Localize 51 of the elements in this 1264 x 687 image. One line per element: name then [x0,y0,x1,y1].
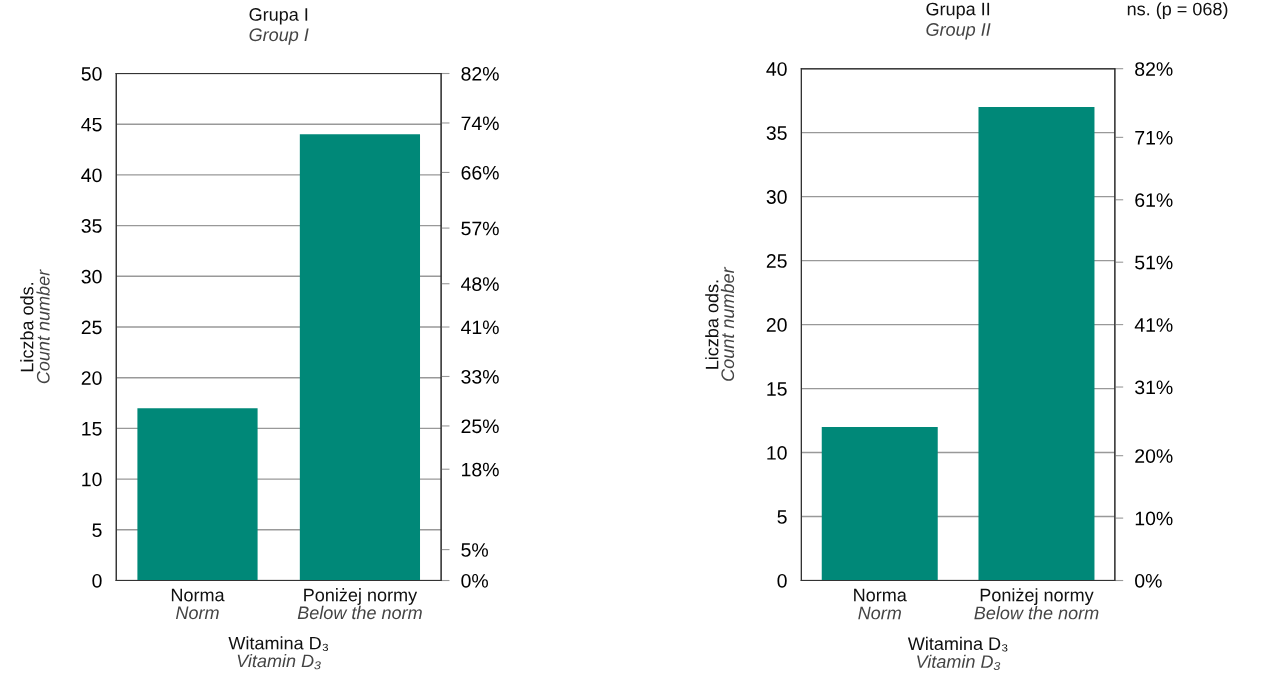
y-tick-label: 50 [81,66,102,81]
y2-tick-label: 41% [1134,318,1173,332]
x-tick-label: Poniżej normy Below the norm [974,588,1099,620]
y2-tick-label: 57% [461,221,499,236]
y2-tick-label: 51% [1135,255,1173,270]
y2-tick-label: 20% [1135,449,1173,463]
y2-tick-label: 74% [461,116,499,131]
y2-tick-label: 48% [461,277,499,291]
y-tick-label: 15 [82,422,102,436]
y2-tick-label: 33% [461,369,499,384]
y2-tick-label: 31% [1135,380,1173,395]
x-axis-title: Witamina D₃ Vitamin D₃ [228,636,329,670]
chart-title: Grupa II Group II [926,2,991,40]
y2-tick-label: 10% [1135,511,1173,526]
y-tick-label: 35 [81,219,102,233]
y2-tick-label: 66% [461,165,499,180]
y-tick-label: 30 [81,269,102,284]
y-tick-label: 5 [92,523,102,538]
y2-tick-label: 0% [461,573,488,588]
y2-tick-label: 25% [461,419,499,434]
y2-tick-label: 41% [461,320,499,335]
y-tick-label: 40 [766,62,787,76]
y2-tick-label: 61% [1135,193,1173,208]
x-axis-title: Witamina D₃ Vitamin D₃ [907,636,1008,671]
text: ns. (p = 068) [1127,2,1228,19]
y-tick-label: 45 [81,117,102,132]
y-tick-label: 0 [92,573,102,588]
x-tick-label: Poniżej normy Below the norm [297,588,422,620]
y-tick-label: 40 [81,168,102,183]
y-axis-title: Liczba ods. Count number [20,269,50,384]
y-tick-label: 15 [767,382,787,396]
y2-tick-label: 18% [462,462,499,477]
y-tick-label: 10 [82,472,102,487]
chart-title: Grupa I Group I [249,8,309,45]
y-tick-label: 10 [767,446,787,460]
y-tick-label: 20 [81,371,102,385]
y-tick-label: 20 [766,318,787,332]
y2-tick-label: 82% [461,66,499,81]
y2-tick-label: 5% [461,543,488,557]
x-tick-label: Norma Norm [171,588,225,620]
y-axis-title: Liczba ods. Count number [705,266,735,381]
y-tick-label: 35 [766,126,787,140]
x-tick-label: Norma Norm [854,588,907,620]
y2-tick-label: 71% [1135,130,1173,145]
y2-tick-label: 82% [1135,62,1173,76]
y-tick-label: 25 [766,254,787,268]
y-tick-label: 25 [81,320,102,335]
y-tick-label: 30 [766,190,787,204]
y-tick-label: 5 [777,510,787,524]
y-tick-label: 0 [777,573,787,588]
y2-tick-label: 0% [1135,573,1162,588]
